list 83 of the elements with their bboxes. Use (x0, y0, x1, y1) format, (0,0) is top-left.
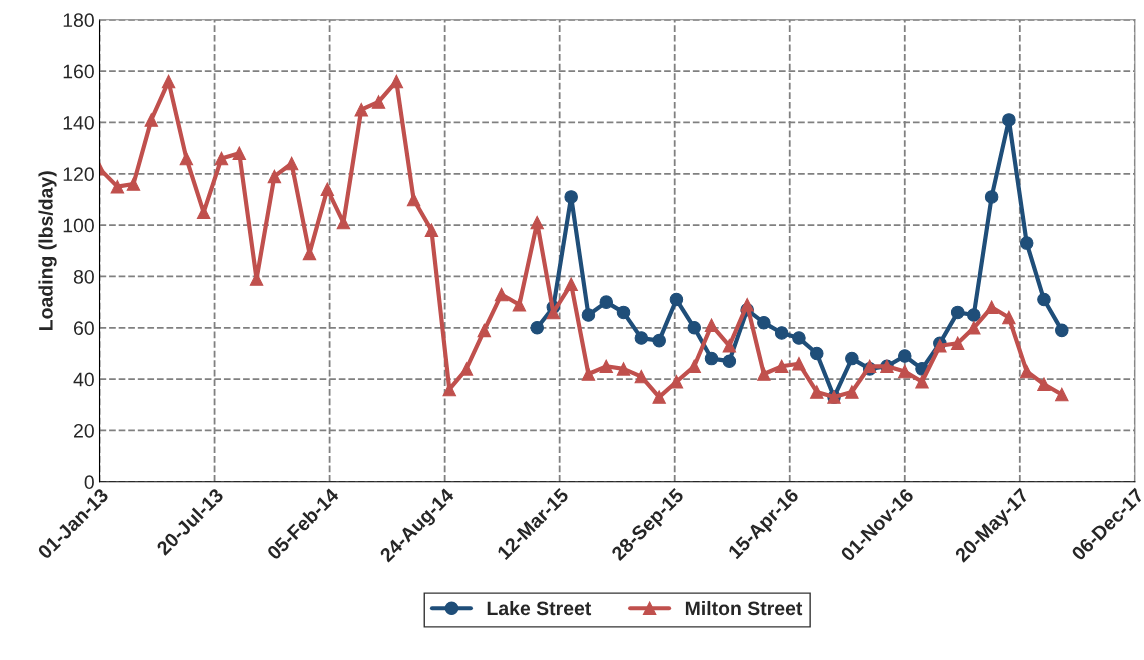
point (704, 318, 719, 332)
point (616, 305, 631, 320)
point (1019, 364, 1034, 379)
point (722, 339, 737, 353)
y-tick-label: 180 (63, 13, 94, 28)
point (722, 354, 737, 368)
point (898, 364, 912, 379)
point (634, 369, 649, 384)
point (1055, 323, 1069, 338)
point (232, 146, 247, 161)
point (494, 287, 509, 302)
point (144, 113, 159, 127)
point (110, 179, 125, 194)
point (599, 295, 614, 309)
point (284, 156, 299, 171)
point (634, 331, 649, 345)
point (214, 151, 229, 166)
point (581, 367, 596, 381)
point (477, 323, 492, 338)
point (810, 385, 824, 399)
y-tick-label: 0 (84, 475, 94, 490)
point (669, 374, 684, 389)
point (354, 102, 368, 117)
y-tick-label: 120 (63, 167, 94, 182)
y-tick-label: 80 (73, 269, 94, 284)
point (810, 346, 824, 361)
point (652, 390, 666, 404)
y-tick-label: 40 (73, 372, 94, 387)
point (1055, 387, 1069, 402)
point (459, 362, 474, 376)
point (1002, 113, 1016, 127)
y-tick-label: 100 (63, 218, 94, 233)
point (740, 297, 754, 312)
point (616, 362, 631, 376)
point (1037, 292, 1051, 307)
point (967, 308, 981, 322)
point (898, 349, 912, 363)
point (564, 277, 578, 291)
point (581, 308, 596, 322)
point (406, 192, 421, 207)
point (599, 359, 614, 374)
point (669, 292, 684, 307)
point (320, 182, 335, 196)
point (687, 321, 702, 335)
point (161, 74, 176, 89)
point (967, 321, 981, 335)
legend-label: Lake Street (487, 600, 592, 616)
point (512, 297, 527, 312)
point (704, 351, 719, 366)
point (179, 151, 194, 166)
point (950, 336, 965, 350)
point (774, 359, 789, 374)
point (757, 367, 771, 381)
point (984, 190, 999, 204)
y-tick-label: 60 (74, 321, 94, 336)
y-tick-label: 20 (74, 423, 94, 438)
point (792, 356, 806, 371)
point (196, 205, 211, 220)
point (564, 190, 578, 204)
point (530, 321, 545, 335)
point (389, 74, 404, 89)
point (1037, 377, 1051, 392)
point (757, 315, 771, 330)
point (774, 326, 789, 340)
point (126, 177, 141, 191)
point (687, 359, 702, 374)
point (371, 95, 386, 109)
point (1002, 310, 1016, 325)
point (915, 374, 929, 389)
point (792, 331, 806, 345)
point (652, 333, 666, 348)
y-tick-label: 160 (63, 64, 94, 79)
legend-label: Milton Street (685, 600, 803, 616)
point (530, 215, 545, 230)
point (845, 385, 859, 399)
point (424, 223, 439, 238)
point (950, 305, 965, 320)
point (267, 169, 282, 184)
point (1019, 236, 1034, 250)
y-axis-title: Loading (lbs/day) (38, 171, 57, 330)
point (984, 300, 999, 315)
point (845, 351, 859, 366)
y-tick-label: 140 (63, 115, 94, 130)
